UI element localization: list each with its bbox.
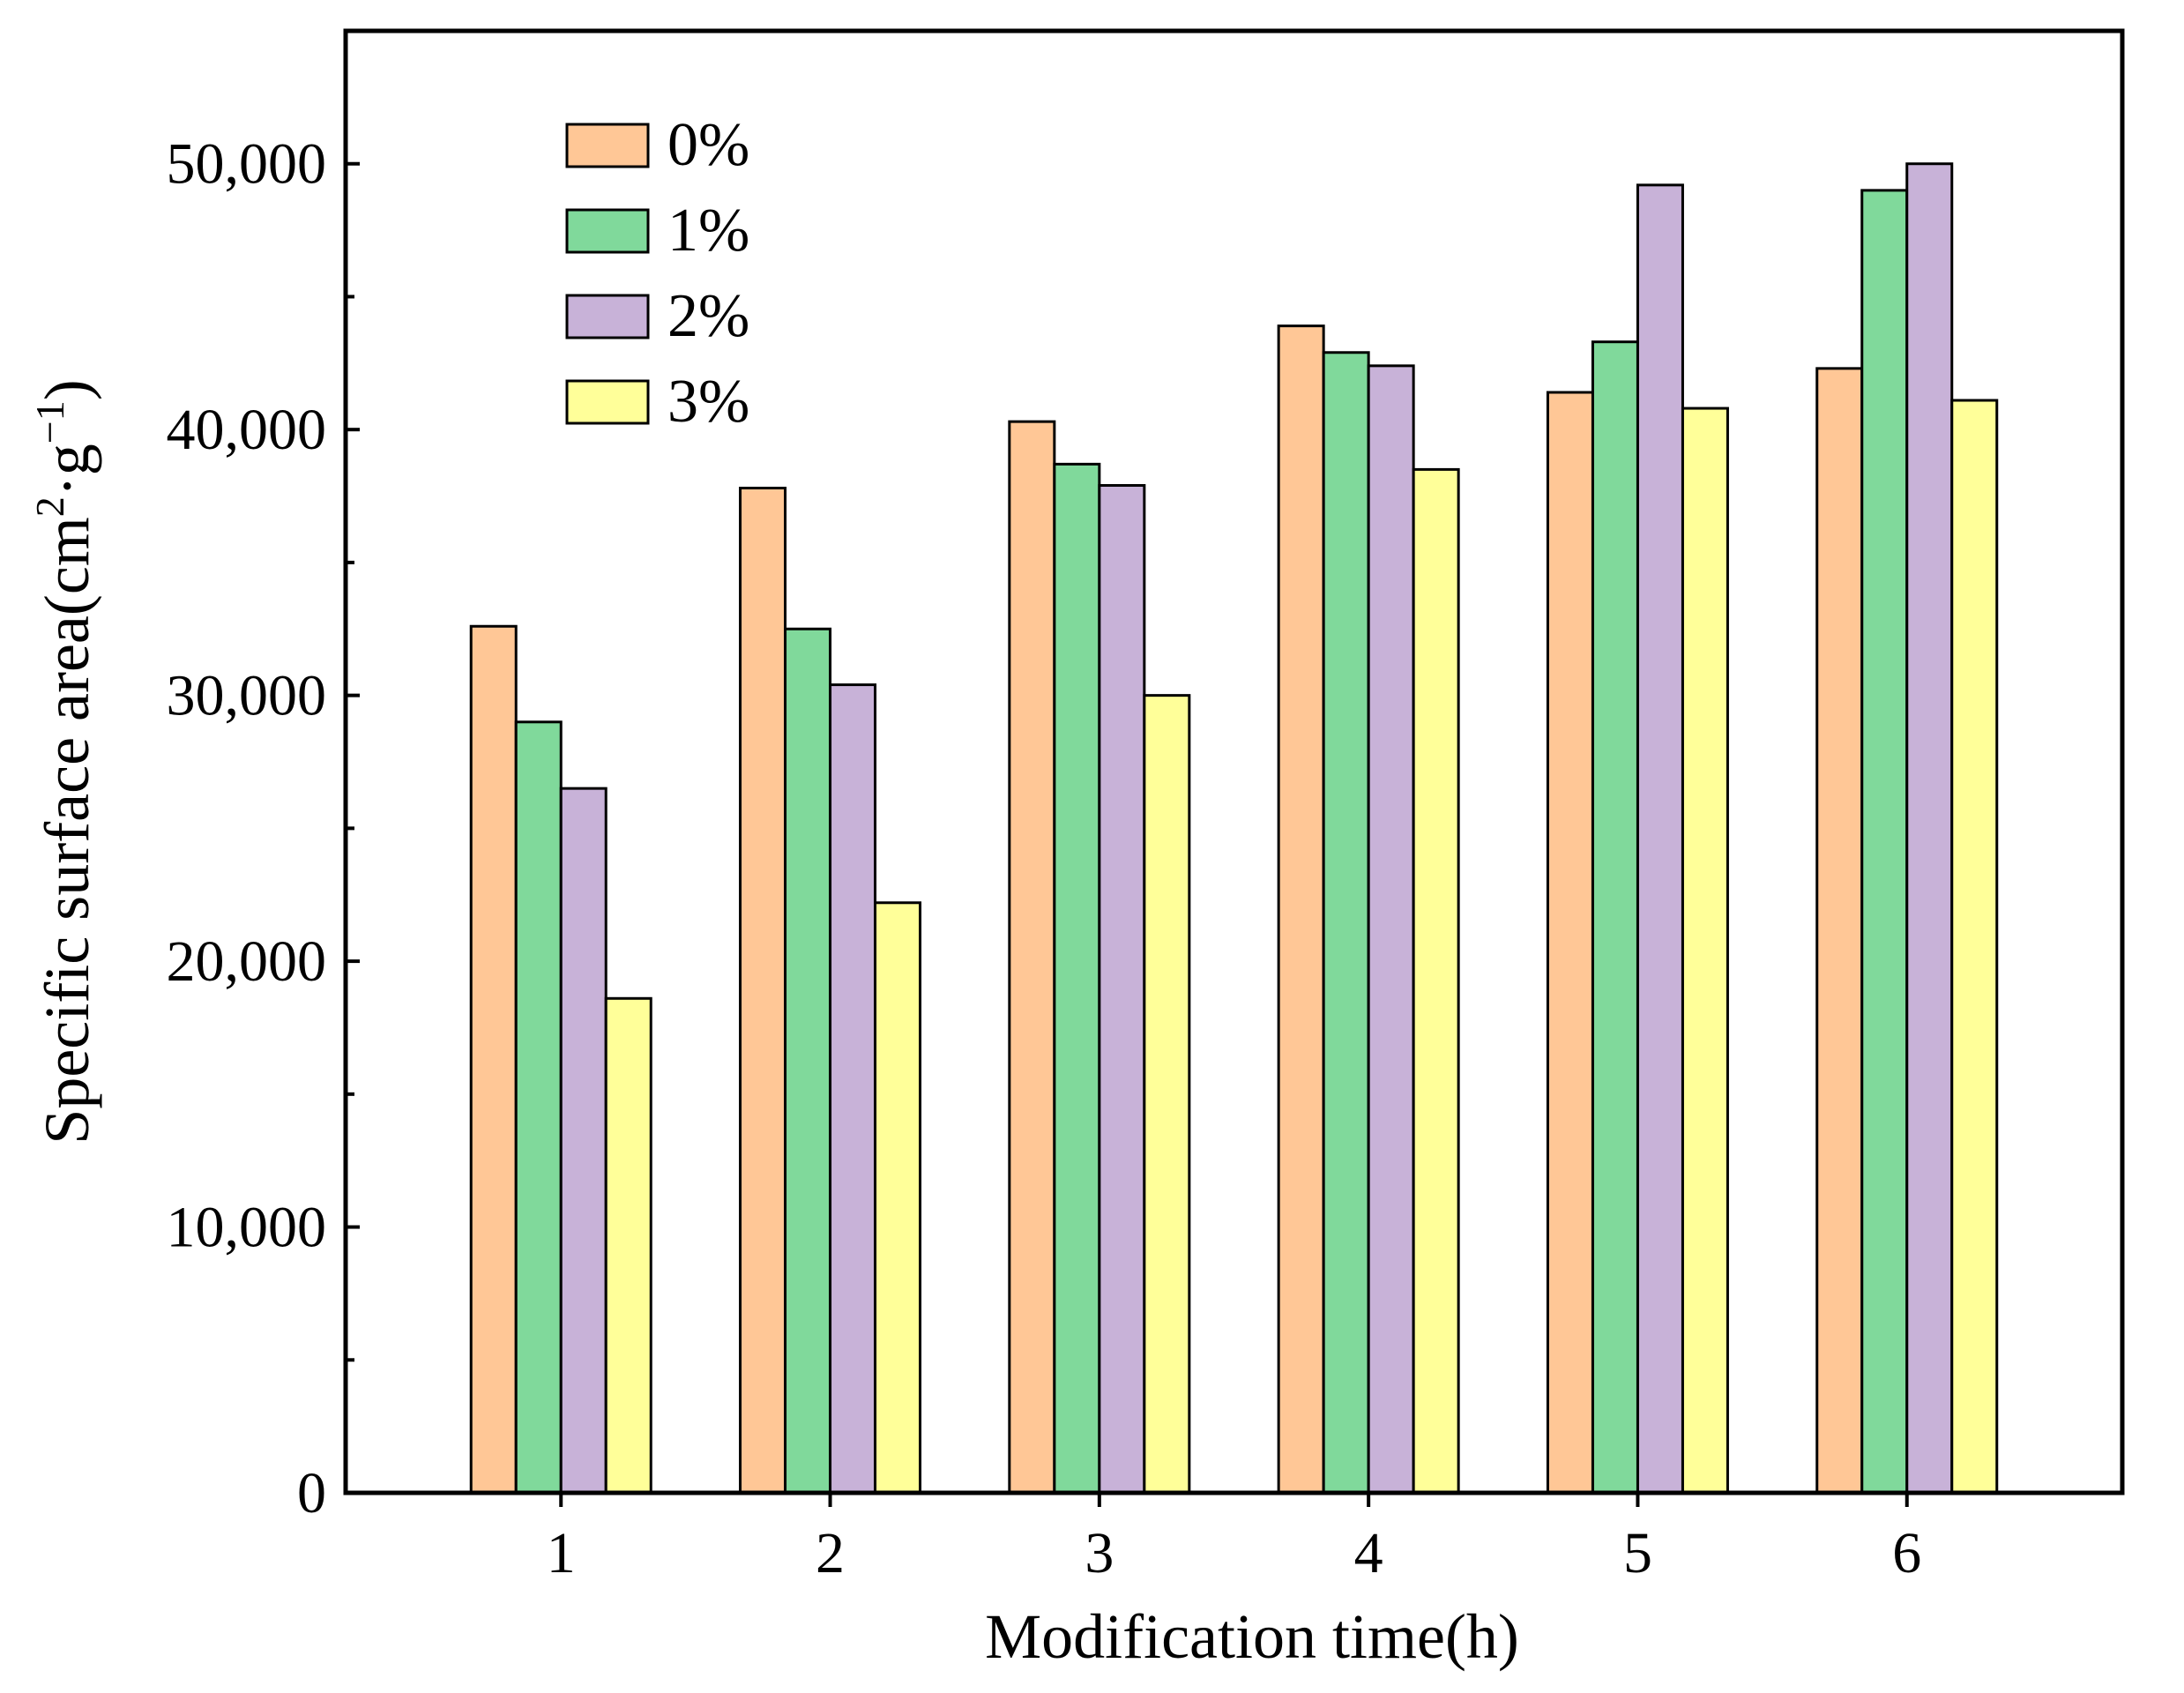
- bar-0pct-t2: [739, 487, 787, 1495]
- bar-2pct-t3: [1098, 483, 1146, 1495]
- x-tick-label: 4: [1354, 1521, 1383, 1585]
- y-axis-title-suffix: ): [32, 379, 102, 400]
- y-axis-title-sup2: −1: [27, 400, 72, 444]
- bar-2pct-t4: [1367, 364, 1415, 1495]
- y-tick-label: 30,000: [167, 664, 327, 728]
- bar-1pct-t2: [784, 627, 832, 1495]
- legend-label: 2%: [667, 282, 749, 350]
- x-tick-label: 2: [816, 1521, 845, 1585]
- bar-1pct-t1: [514, 720, 563, 1495]
- bar-3pct-t6: [1950, 399, 1999, 1495]
- y-axis: 0 10,000 20,000 30,000 40,000 50,000: [167, 29, 360, 1525]
- y-tick-label: 20,000: [167, 929, 327, 994]
- legend-swatch-3pct: [565, 379, 650, 425]
- bar-1pct-t5: [1591, 340, 1639, 1495]
- bar-0pct-t6: [1815, 367, 1864, 1495]
- y-axis-title: Specific surface area(cm2·g−1): [27, 379, 102, 1144]
- x-axis-title: Modification time(h): [985, 1601, 1519, 1672]
- x-tick-label: 3: [1085, 1521, 1114, 1585]
- bar-2pct-t5: [1636, 183, 1684, 1495]
- y-axis-title-prefix: Specific surface area(cm: [32, 517, 102, 1145]
- legend-swatch-2pct: [565, 294, 650, 339]
- bar-1pct-t6: [1860, 189, 1909, 1495]
- bar-3pct-t1: [604, 996, 652, 1495]
- y-tick-label: 0: [297, 1461, 326, 1525]
- bars-group: [469, 162, 1999, 1495]
- x-tick-label: 6: [1892, 1521, 1921, 1585]
- x-axis: 1 2 3 4 5 6: [547, 1493, 1921, 1585]
- plot-frame: [343, 28, 2125, 1495]
- bar-0pct-t5: [1546, 391, 1594, 1495]
- bar-1pct-t3: [1053, 462, 1101, 1495]
- legend-label: 3%: [667, 368, 749, 436]
- bar-0pct-t1: [469, 624, 518, 1495]
- y-axis-title-sup1: 2: [27, 496, 72, 517]
- y-tick-label: 40,000: [167, 398, 327, 462]
- x-tick-label: 5: [1623, 1521, 1652, 1585]
- x-tick-label: 1: [547, 1521, 576, 1585]
- bar-3pct-t2: [874, 901, 922, 1495]
- legend: 0% 1% 2% 3%: [565, 111, 749, 436]
- bar-3pct-t5: [1681, 406, 1729, 1495]
- y-tick-label: 10,000: [167, 1196, 327, 1260]
- bar-0pct-t4: [1277, 324, 1325, 1495]
- legend-swatch-0pct: [565, 123, 650, 168]
- legend-label: 0%: [667, 111, 749, 179]
- bar-3pct-t3: [1143, 694, 1191, 1495]
- legend-label: 1%: [667, 197, 749, 265]
- bar-2pct-t2: [829, 683, 877, 1495]
- y-axis-title-middle: ·g: [32, 444, 102, 496]
- bar-0pct-t3: [1008, 420, 1056, 1495]
- bar-3pct-t4: [1412, 467, 1460, 1495]
- y-tick-label: 50,000: [167, 132, 327, 197]
- bar-1pct-t4: [1322, 351, 1370, 1495]
- bar-2pct-t6: [1905, 162, 1954, 1495]
- bar-2pct-t1: [559, 787, 607, 1495]
- legend-swatch-1pct: [565, 208, 650, 254]
